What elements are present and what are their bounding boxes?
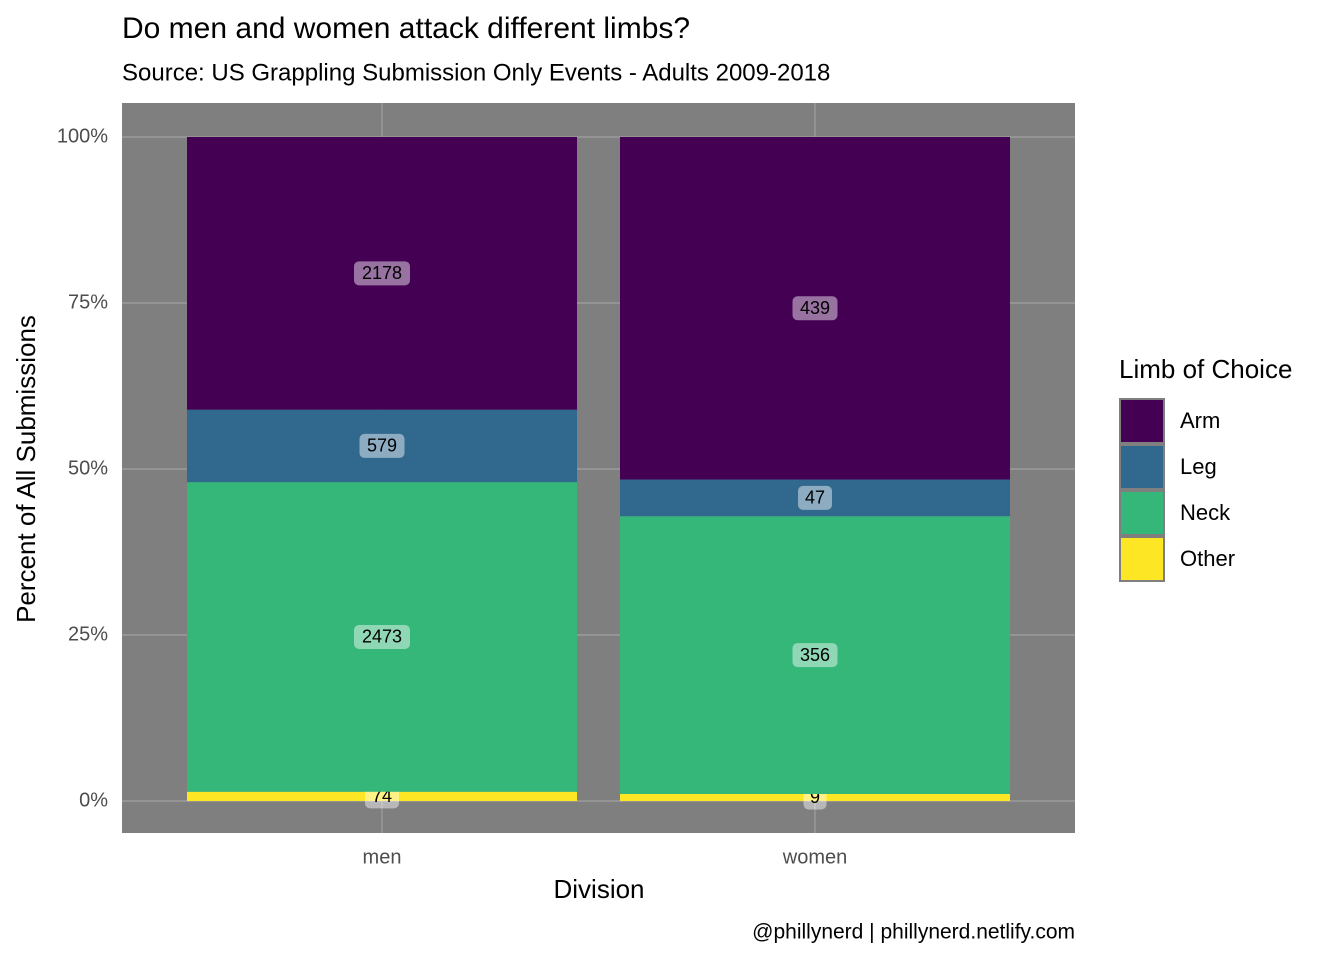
legend-key [1119,490,1165,536]
bar-segment [620,516,1010,794]
legend-label: Arm [1180,408,1220,433]
data-label-bg [792,643,838,668]
bar-segment [187,482,577,792]
data-label-bg [354,261,410,286]
bar-segment [187,791,577,801]
caption: @phillynerd | phillynerd.netlify.com [752,921,1075,944]
legend-label: Leg [1180,454,1217,479]
bar-segment [187,137,577,410]
legend-label: Neck [1180,500,1231,525]
y-tick-label: 25% [68,623,108,645]
data-label: 47 [805,488,825,508]
data-label-bg [792,296,838,321]
data-label: 356 [800,645,830,665]
bar-segment [620,793,1010,801]
chart-subtitle: Source: US Grappling Submission Only Eve… [122,59,830,86]
y-tick-label: 75% [68,291,108,313]
x-axis-label: Division [553,874,644,904]
legend-key [1119,444,1165,490]
legend-key [1119,398,1165,444]
x-tick-label: men [363,846,402,868]
legend-title: Limb of Choice [1119,354,1292,384]
y-tick-label: 0% [79,789,108,811]
chart-title: Do men and women attack different limbs? [122,12,690,45]
data-label-bg [798,485,832,510]
legend-key [1119,536,1165,582]
x-tick-label: women [782,846,847,868]
bar-segment [187,409,577,483]
data-label: 579 [367,436,397,456]
y-tick-label: 50% [68,457,108,479]
data-label-bg [354,624,410,649]
data-label: 439 [800,298,830,318]
bar-segment [620,137,1010,480]
data-label: 2473 [362,627,402,647]
y-tick-label: 100% [57,125,108,147]
legend-label: Other [1180,546,1235,571]
data-label-bg [359,433,405,458]
data-label: 2178 [362,263,402,283]
bar-segment [620,479,1010,517]
y-axis-label: Percent of All Submissions [11,315,41,623]
data-label: 9 [810,787,820,807]
